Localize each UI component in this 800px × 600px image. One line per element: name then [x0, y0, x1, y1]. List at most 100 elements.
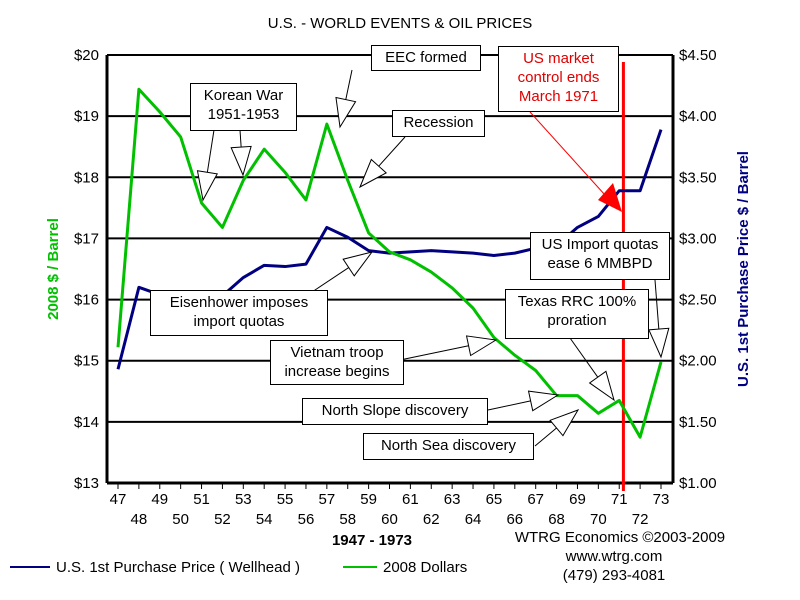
y-tick-right: $3.50 [679, 169, 717, 186]
y-axis-left-label: 2008 $ / Barrel [45, 218, 62, 320]
y-tick-right: $1.00 [679, 475, 717, 492]
annotation-arrowhead [230, 145, 252, 177]
x-tick-label: 54 [256, 511, 273, 528]
annotation-texas-rrc: Texas RRC 100% proration [505, 289, 649, 339]
annotation-import-quotas: US Import quotas ease 6 MMBPD [530, 232, 670, 280]
annotation-vietnam: Vietnam troop increase begins [270, 340, 404, 385]
credit-phone: (479) 293-4081 [563, 567, 666, 584]
legend-label-wellhead: U.S. 1st Purchase Price ( Wellhead ) [56, 559, 300, 576]
x-tick-label: 59 [360, 491, 377, 508]
x-tick-label: 53 [235, 491, 252, 508]
y-tick-right: $2.00 [679, 353, 717, 370]
x-tick-label: 67 [527, 491, 544, 508]
x-tick-label: 47 [110, 491, 127, 508]
x-tick-label: 71 [611, 491, 628, 508]
annotation-text: ease 6 MMBPD [547, 255, 653, 272]
x-tick-label: 61 [402, 491, 419, 508]
x-axis-label: 1947 - 1973 [332, 532, 412, 549]
x-tick-label: 62 [423, 511, 440, 528]
annotation-north-sea: North Sea discovery [363, 433, 534, 460]
annotation-text: US Import quotas [541, 236, 659, 253]
y-axis-right-label: U.S. 1st Purchase Price $ / Barrel [735, 151, 752, 387]
annotation-text: increase begins [284, 363, 390, 380]
x-tick-label: 68 [548, 511, 565, 528]
chart-title: U.S. - WORLD EVENTS & OIL PRICES [268, 15, 533, 32]
annotation-korean-war: Korean War 1951-1953 [190, 83, 297, 131]
annotation-text: proration [547, 312, 607, 329]
annotation-text: Vietnam troop [290, 344, 384, 361]
x-tick-label: 66 [506, 511, 523, 528]
y-tick-left: $13 [74, 475, 99, 492]
annotation-arrow-line [399, 345, 469, 361]
annotation-text: control ends [517, 69, 600, 86]
annotation-arrow-line [569, 337, 599, 378]
annotation-arrow-line [239, 129, 242, 148]
annotation-market-control: US market control ends March 1971 [498, 46, 619, 112]
x-tick-label: 56 [298, 511, 315, 528]
credit-web: www.wtrg.com [565, 548, 663, 565]
y-tick-right: $4.00 [679, 108, 717, 125]
annotation-text: North Slope discovery [321, 402, 469, 419]
annotation-arrow-line [378, 136, 406, 167]
y-tick-right: $3.00 [679, 230, 717, 247]
annotation-text: US market [523, 50, 594, 67]
credit-org: WTRG Economics ©2003-2009 [515, 529, 725, 546]
x-tick-label: 63 [444, 491, 461, 508]
x-tick-label: 55 [277, 491, 294, 508]
annotation-arrow-line [206, 129, 215, 173]
series-line-2008-dollars [116, 87, 663, 439]
annotation-text: import quotas [193, 313, 285, 330]
y-tick-left: $15 [74, 353, 99, 370]
annotation-recession: Recession [392, 110, 485, 137]
annotation-arrowhead [465, 335, 498, 357]
annotation-eec: EEC formed [371, 45, 481, 71]
y-tick-left: $19 [74, 108, 99, 125]
x-tick-label: 49 [151, 491, 168, 508]
x-tick-label: 60 [381, 511, 398, 528]
annotation-text: 1951-1953 [207, 106, 280, 123]
y-tick-left: $17 [74, 230, 99, 247]
annotation-arrowhead [588, 370, 615, 402]
annotation-north-slope: North Slope discovery [302, 398, 488, 425]
annotation-arrowhead [648, 327, 670, 359]
annotation-arrowhead [527, 390, 560, 412]
annotation-arrow-line [534, 427, 557, 447]
y-tick-left: $18 [74, 169, 99, 186]
annotation-arrowhead [549, 409, 580, 437]
legend-label-2008: 2008 Dollars [383, 559, 467, 576]
annotation-arrowhead [196, 170, 219, 202]
annotation-text: Texas RRC 100% [517, 293, 637, 310]
market-arrow-line [529, 111, 606, 196]
annotation-arrowhead [359, 158, 388, 189]
y-tick-left: $20 [74, 47, 99, 64]
x-tick-label: 69 [569, 491, 586, 508]
y-tick-right: $4.50 [679, 47, 717, 64]
annotation-text: Korean War [203, 87, 284, 104]
annotation-arrow-line [487, 400, 531, 411]
annotation-text: March 1971 [518, 88, 599, 105]
annotation-text: EEC formed [385, 49, 467, 66]
x-tick-label: 70 [590, 511, 607, 528]
annotation-eisenhower: Eisenhower imposes import quotas [150, 290, 328, 336]
annotation-arrowhead [335, 96, 357, 129]
annotation-text: Eisenhower imposes [169, 294, 309, 311]
x-tick-label: 50 [172, 511, 189, 528]
x-tick-label: 72 [632, 511, 649, 528]
y-tick-left: $14 [74, 414, 99, 431]
annotation-text: North Sea discovery [380, 437, 517, 454]
x-tick-label: 64 [465, 511, 482, 528]
y-tick-right: $2.50 [679, 292, 717, 309]
annotation-arrowhead [342, 251, 374, 277]
x-tick-label: 48 [131, 511, 148, 528]
annotation-text: Recession [403, 114, 474, 131]
market-arrowhead [598, 183, 622, 212]
annotation-arrow-line [654, 279, 660, 330]
annotation-arrow-line [345, 69, 353, 100]
x-tick-label: 73 [653, 491, 670, 508]
y-tick-left: $16 [74, 292, 99, 309]
x-tick-label: 57 [319, 491, 336, 508]
x-tick-label: 51 [193, 491, 210, 508]
x-tick-label: 65 [486, 491, 503, 508]
x-tick-label: 52 [214, 511, 231, 528]
